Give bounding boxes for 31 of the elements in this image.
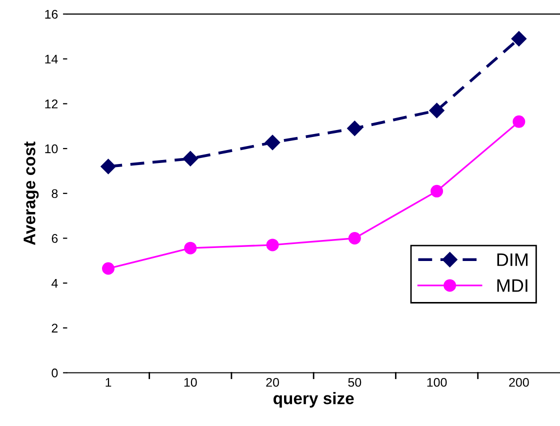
y-tick-label: 2	[52, 324, 58, 332]
x-tick-label: 1	[106, 378, 112, 387]
point	[430, 184, 444, 198]
point	[102, 262, 115, 275]
x-tick-label: 50	[348, 378, 362, 387]
point	[266, 238, 279, 252]
y-tick-label: 10	[45, 144, 58, 154]
point	[429, 102, 444, 118]
x-tick-label: 200	[509, 378, 529, 387]
point	[182, 151, 198, 166]
x-tick-label: 20	[266, 378, 279, 387]
y-tick-label: 8	[52, 189, 58, 198]
point	[348, 232, 361, 244]
x-tick-label: 100	[427, 378, 447, 387]
point	[100, 158, 116, 174]
point	[264, 134, 280, 150]
x-axis-title: query size	[274, 392, 354, 408]
x-tick-label: 10	[184, 378, 197, 387]
y-tick-label: 16	[45, 10, 58, 19]
y-tick-label: 6	[52, 234, 58, 243]
y-tick-label: 4	[52, 279, 58, 288]
y-tick-label: 0	[52, 368, 58, 378]
y-axis-title: Average cost	[24, 142, 39, 246]
point	[347, 120, 362, 136]
y-tick-label: 12	[45, 100, 58, 108]
legend-label: DIM	[497, 253, 528, 266]
point	[184, 242, 197, 254]
point	[511, 31, 527, 46]
point	[512, 115, 526, 128]
y-tick-label: 14	[45, 54, 58, 64]
legend-label: MDI	[497, 279, 528, 292]
